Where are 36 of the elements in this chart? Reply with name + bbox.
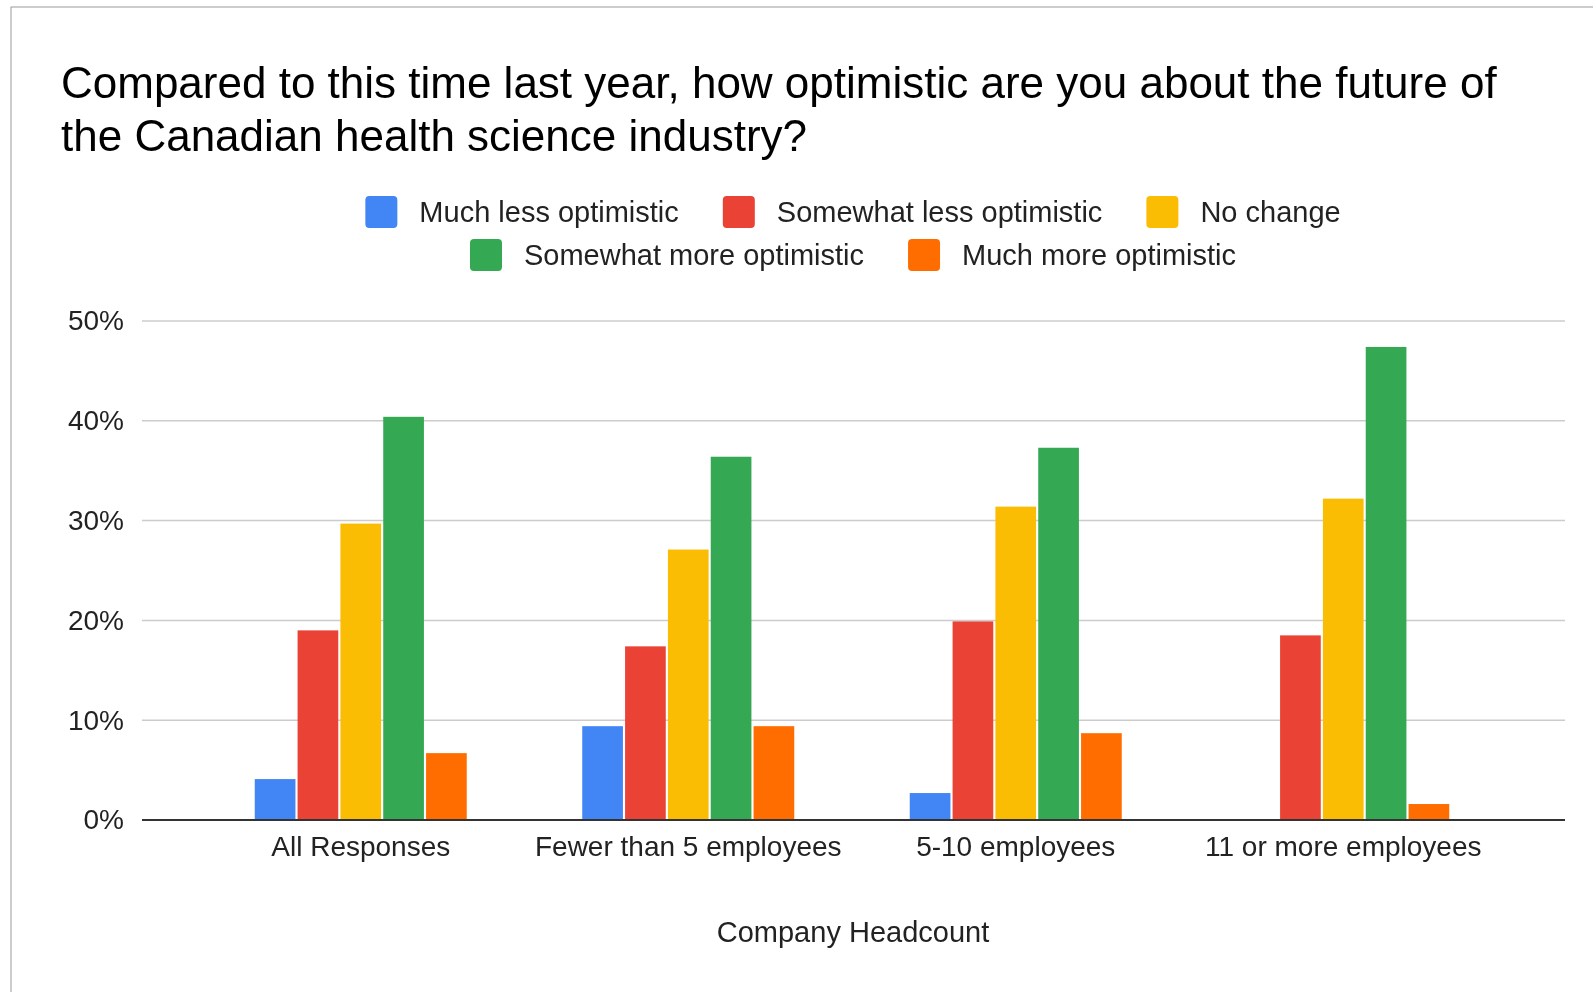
legend-label: Somewhat more optimistic: [523, 239, 865, 271]
legend-label: No change: [1200, 196, 1341, 228]
bar: [1322, 498, 1364, 820]
bar: [1280, 635, 1321, 820]
legend-label: Somewhat less optimistic: [776, 196, 1103, 228]
bar: [582, 726, 623, 820]
x-tick-label: 5-10 employees: [916, 830, 1116, 862]
legend-label: Much less optimistic: [419, 196, 679, 228]
bar: [1081, 733, 1122, 820]
bar: [1038, 447, 1079, 820]
y-tick-label: 20%: [67, 604, 124, 636]
bar: [254, 779, 296, 820]
x-tick-label: 11 or more employees: [1205, 830, 1482, 862]
bar: [297, 630, 339, 820]
bar: [383, 416, 424, 820]
x-tick-label: Fewer than 5 employees: [534, 830, 842, 862]
legend-label: Much more optimistic: [962, 239, 1237, 271]
bar: [995, 506, 1037, 820]
bar: [952, 621, 994, 820]
y-tick-label: 30%: [67, 505, 124, 537]
y-tick-label: 40%: [67, 405, 124, 437]
bar: [625, 646, 666, 820]
bar: [1408, 804, 1450, 820]
chart-title: Compared to this time last year, how optimistic are you about the future of the Canadian health science industry?: [61, 58, 1498, 160]
bar: [1365, 346, 1407, 820]
bar: [667, 549, 709, 820]
x-tick-label: All Responses: [271, 830, 451, 862]
y-tick-label: 0%: [83, 804, 124, 836]
bar: [753, 726, 795, 820]
bar: [340, 523, 382, 820]
bar: [710, 456, 752, 820]
x-axis-title: Company Headcount: [716, 916, 990, 948]
y-tick-label: 10%: [67, 704, 124, 736]
bar: [909, 793, 951, 820]
bar: [426, 753, 467, 820]
y-tick-label: 50%: [67, 305, 124, 337]
